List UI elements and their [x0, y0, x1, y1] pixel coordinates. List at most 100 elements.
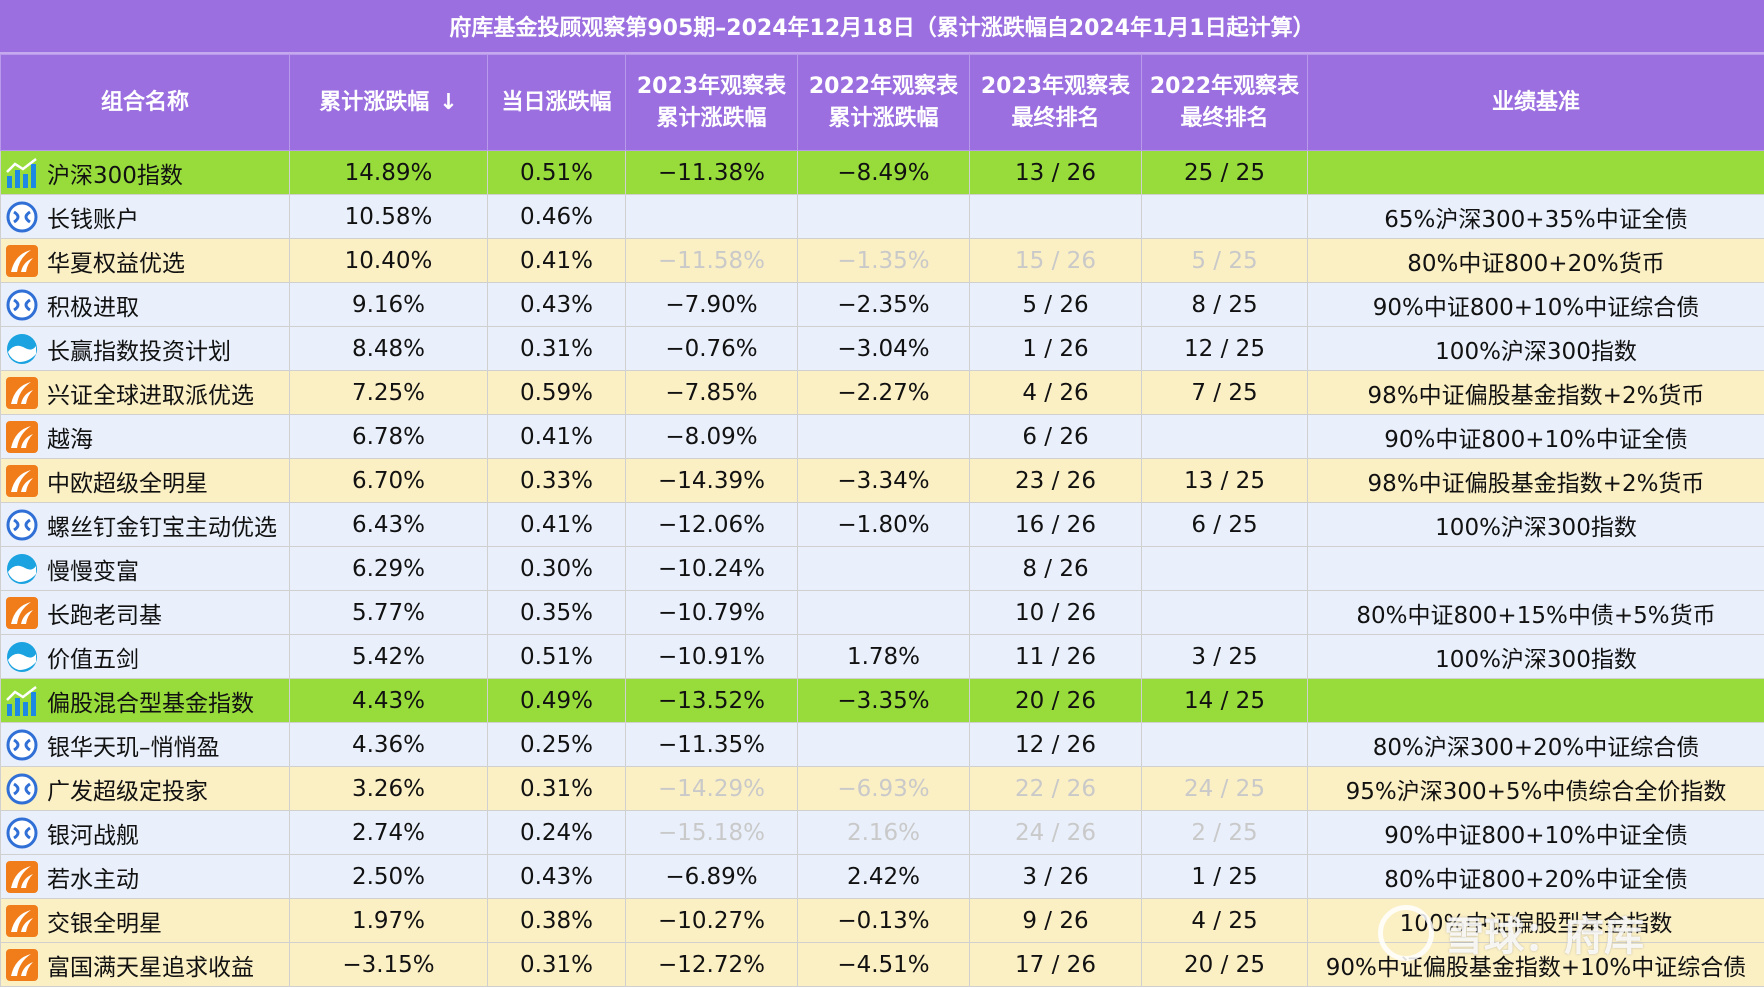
cell-cumulative: 1.97% — [289, 898, 488, 943]
cell-benchmark — [1307, 678, 1764, 723]
cell-cumulative: 5.42% — [289, 634, 488, 679]
orange-swoosh-icon — [5, 376, 39, 410]
cell-name: 富国满天星追求收益 — [0, 942, 290, 987]
cell-2023-rank: 10 / 26 — [969, 590, 1142, 635]
cell-name-wrap: 价值五剑 — [2, 636, 288, 678]
orange-swoosh-icon — [5, 464, 39, 498]
cell-2023-rank: 4 / 26 — [969, 370, 1142, 415]
cell-benchmark — [1307, 150, 1764, 195]
col-header-benchmark[interactable]: 业绩基准 — [1307, 54, 1764, 151]
cell-2022-cumulative: −6.93% — [797, 766, 970, 811]
cell-2023-cumulative: −11.58% — [625, 238, 798, 283]
col-header-2023-rank[interactable]: 2023年观察表 最终排名 — [969, 54, 1142, 151]
cell-2022-cumulative: 1.78% — [797, 634, 970, 679]
cell-name-wrap: 中欧超级全明星 — [2, 460, 288, 502]
table-row[interactable]: 长赢指数投资计划 8.48% 0.31% −0.76% −3.04% 1 / 26 12 /… — [0, 326, 1764, 371]
table-row[interactable]: 广发超级定投家 3.26% 0.31% −14.29% −6.93% 22 / 26 24 … — [0, 766, 1764, 811]
cell-name: 若水主动 — [0, 854, 290, 899]
table-row[interactable]: 长跑老司基 5.77% 0.35% −10.79% 10 / 26 80%中证800+15… — [0, 590, 1764, 635]
cell-2022-cumulative: −2.35% — [797, 282, 970, 327]
fund-name: 慢慢变富 — [47, 558, 139, 585]
cell-2023-rank: 1 / 26 — [969, 326, 1142, 371]
fund-name: 银华天玑–悄悄盈 — [47, 734, 220, 761]
table-row[interactable]: 交银全明星 1.97% 0.38% −10.27% −0.13% 9 / 26 4 / 25… — [0, 898, 1764, 943]
fund-name: 中欧超级全明星 — [47, 470, 208, 497]
cell-name: 中欧超级全明星 — [0, 458, 290, 503]
cell-cumulative: 5.77% — [289, 590, 488, 635]
orange-swoosh-icon — [5, 596, 39, 630]
orange-swoosh-icon — [5, 948, 39, 982]
cell-benchmark: 90%中证800+10%中证全债 — [1307, 414, 1764, 459]
table-row[interactable]: 沪深300指数 14.89% 0.51% −11.38% −8.49% 13 / 26 25… — [0, 150, 1764, 195]
table-row[interactable]: 银河战舰 2.74% 0.24% −15.18% 2.16% 24 / 26 2 / 25 9… — [0, 810, 1764, 855]
table-row[interactable]: 偏股混合型基金指数 4.43% 0.49% −13.52% −3.35% 20 / 26 1… — [0, 678, 1764, 723]
col-header-2022-cumulative[interactable]: 2022年观察表 累计涨跌幅 — [797, 54, 970, 151]
cell-name-wrap: 慢慢变富 — [2, 548, 288, 590]
col-header-name[interactable]: 组合名称 — [0, 54, 290, 151]
cell-2022-cumulative — [797, 722, 970, 767]
table-row[interactable]: 华夏权益优选 10.40% 0.41% −11.58% −1.35% 15 / 26 5 /… — [0, 238, 1764, 283]
col-header-daily[interactable]: 当日涨跌幅 — [487, 54, 626, 151]
cell-name-wrap: 沪深300指数 — [2, 152, 288, 194]
cell-benchmark: 90%中证800+10%中证综合债 — [1307, 282, 1764, 327]
cell-name: 价值五剑 — [0, 634, 290, 679]
table-row[interactable]: 银华天玑–悄悄盈 4.36% 0.25% −11.35% 12 / 26 80%沪深300… — [0, 722, 1764, 767]
cell-2022-cumulative: −0.13% — [797, 898, 970, 943]
table-row[interactable]: 慢慢变富 6.29% 0.30% −10.24% 8 / 26 — [0, 546, 1764, 591]
col-header-2023-cumulative[interactable]: 2023年观察表 累计涨跌幅 — [625, 54, 798, 151]
fund-name: 交银全明星 — [47, 910, 162, 937]
cell-name: 交银全明星 — [0, 898, 290, 943]
cell-2022-cumulative: 2.42% — [797, 854, 970, 899]
table-row[interactable]: 富国满天星追求收益 −3.15% 0.31% −12.72% −4.51% 17 / 26… — [0, 942, 1764, 987]
col-header-2022-rank[interactable]: 2022年观察表 最终排名 — [1141, 54, 1308, 151]
cell-daily: 0.49% — [487, 678, 626, 723]
cell-benchmark: 90%中证偏股基金指数+10%中证综合债 — [1307, 942, 1764, 987]
fund-name: 长钱账户 — [47, 206, 139, 233]
cell-name-wrap: 兴证全球进取派优选 — [2, 372, 288, 414]
table-row[interactable]: 长钱账户 10.58% 0.46% 65%沪深300+35%中证全债 — [0, 194, 1764, 239]
cell-2023-cumulative: −10.27% — [625, 898, 798, 943]
table-row[interactable]: 兴证全球进取派优选 7.25% 0.59% −7.85% −2.27% 4 / 26 7 /… — [0, 370, 1764, 415]
cell-benchmark: 80%中证800+20%中证全债 — [1307, 854, 1764, 899]
cell-cumulative: 9.16% — [289, 282, 488, 327]
fund-name: 华夏权益优选 — [47, 250, 185, 277]
cell-daily: 0.46% — [487, 194, 626, 239]
fund-name: 长赢指数投资计划 — [47, 338, 231, 365]
cell-cumulative: 6.70% — [289, 458, 488, 503]
cell-2022-rank: 12 / 25 — [1141, 326, 1308, 371]
fund-name: 价值五剑 — [47, 646, 139, 673]
cell-benchmark: 80%中证800+15%中债+5%货币 — [1307, 590, 1764, 635]
cell-name-wrap: 长赢指数投资计划 — [2, 328, 288, 370]
cell-daily: 0.41% — [487, 414, 626, 459]
fund-name: 兴证全球进取派优选 — [47, 382, 254, 409]
table-row[interactable]: 价值五剑 5.42% 0.51% −10.91% 1.78% 11 / 26 3 / 25 1… — [0, 634, 1764, 679]
cell-2023-rank: 20 / 26 — [969, 678, 1142, 723]
cell-name-wrap: 若水主动 — [2, 856, 288, 898]
table-row[interactable]: 中欧超级全明星 6.70% 0.33% −14.39% −3.34% 23 / 26 13 … — [0, 458, 1764, 503]
table-row[interactable]: 积极进取 9.16% 0.43% −7.90% −2.35% 5 / 26 8 / 25 90… — [0, 282, 1764, 327]
cell-cumulative: 10.40% — [289, 238, 488, 283]
cell-2022-rank: 24 / 25 — [1141, 766, 1308, 811]
cell-daily: 0.31% — [487, 326, 626, 371]
cell-2022-cumulative — [797, 194, 970, 239]
blue-ring-icon — [5, 728, 39, 762]
fund-name: 越海 — [47, 426, 93, 453]
cell-name-wrap: 螺丝钉金钉宝主动优选 — [2, 504, 288, 546]
cell-name: 越海 — [0, 414, 290, 459]
cell-name-wrap: 银华天玑–悄悄盈 — [2, 724, 288, 766]
col-header-cumulative[interactable]: 累计涨跌幅 ↓ — [289, 54, 488, 151]
cell-name-wrap: 越海 — [2, 416, 288, 458]
table-row[interactable]: 越海 6.78% 0.41% −8.09% 6 / 26 90%中证800+10%中证全债 — [0, 414, 1764, 459]
sort-down-icon[interactable]: ↓ — [439, 89, 458, 115]
cell-2023-rank: 24 / 26 — [969, 810, 1142, 855]
header-row: 组合名称 累计涨跌幅 ↓ 当日涨跌幅 2023年观察表 累计涨跌幅 2022年观察… — [0, 54, 1764, 151]
cell-2023-rank: 16 / 26 — [969, 502, 1142, 547]
cell-name: 长赢指数投资计划 — [0, 326, 290, 371]
fund-name: 偏股混合型基金指数 — [47, 690, 254, 717]
cell-2022-rank: 7 / 25 — [1141, 370, 1308, 415]
cell-cumulative: 2.50% — [289, 854, 488, 899]
cell-2023-rank: 3 / 26 — [969, 854, 1142, 899]
table-row[interactable]: 若水主动 2.50% 0.43% −6.89% 2.42% 3 / 26 1 / 25 80%… — [0, 854, 1764, 899]
cell-cumulative: −3.15% — [289, 942, 488, 987]
table-row[interactable]: 螺丝钉金钉宝主动优选 6.43% 0.41% −12.06% −1.80% 16 / 26… — [0, 502, 1764, 547]
